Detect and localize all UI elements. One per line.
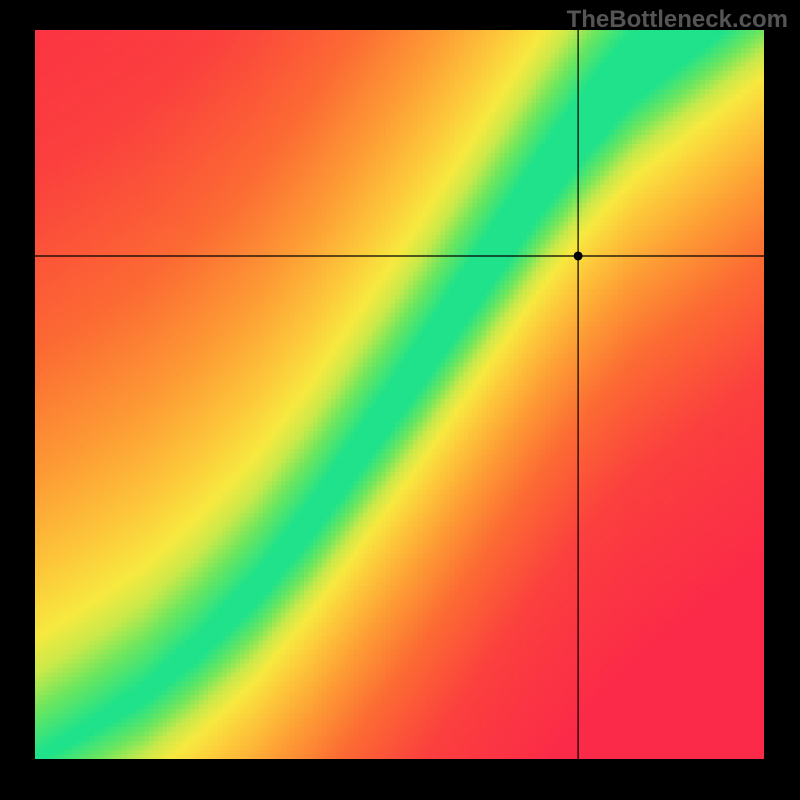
watermark-text: TheBottleneck.com xyxy=(567,6,788,34)
bottleneck-heatmap xyxy=(35,30,764,759)
chart-container: { "meta": { "source_watermark_text": "Th… xyxy=(0,0,800,800)
